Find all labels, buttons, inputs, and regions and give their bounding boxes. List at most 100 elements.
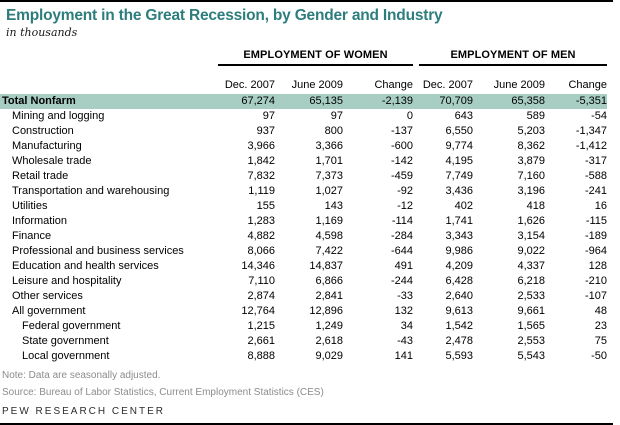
cell-value: -459 — [390, 170, 414, 182]
table-row: Other services 2,874 2,841 -33 2,640 2,533 -10… — [0, 289, 607, 304]
table-row: Manufacturing 3,966 3,366 -600 9,774 8,362 -1,… — [0, 139, 607, 154]
cell-value: -92 — [397, 185, 414, 197]
column-header-row: Dec. 2007 June 2009 Change Dec. 2007 Jun… — [0, 65, 607, 94]
cell-value: 1,701 — [315, 155, 343, 167]
cell-value: 8,066 — [247, 245, 275, 257]
cell-value: 4,195 — [445, 155, 474, 167]
cell-value: -317 — [584, 155, 608, 167]
cell-value: 7,160 — [517, 170, 546, 182]
cell-value: 2,618 — [315, 335, 343, 347]
cell-value: 643 — [454, 110, 474, 122]
col-header-women-dec2007: Dec. 2007 — [224, 79, 275, 91]
cell-value: -644 — [390, 245, 414, 257]
cell-value: 3,966 — [247, 140, 275, 152]
cell-value: 2,533 — [517, 290, 546, 302]
cell-value: 9,022 — [517, 245, 546, 257]
cell-value: 128 — [588, 260, 608, 272]
row-label: Retail trade — [12, 170, 69, 182]
row-label: Transportation and warehousing — [12, 185, 170, 197]
page-title: Employment in the Great Recession, by Ge… — [6, 7, 443, 24]
row-label: State government — [22, 335, 109, 347]
cell-value: 8,362 — [517, 140, 546, 152]
cell-value: -244 — [390, 275, 414, 287]
cell-value: 7,373 — [315, 170, 343, 182]
cell-value: 7,832 — [247, 170, 275, 182]
cell-value: 14,346 — [241, 260, 275, 272]
table-row: Utilities 155 143 -12 402 418 16 — [0, 199, 607, 214]
table-row: Finance 4,882 4,598 -284 3,343 3,154 -189 — [0, 229, 607, 244]
cell-value: 3,154 — [517, 230, 546, 242]
cell-value: 402 — [454, 200, 474, 212]
cell-value: -2,139 — [343, 94, 414, 109]
row-label: Wholesale trade — [12, 155, 92, 167]
cell-value: 12,896 — [309, 305, 343, 317]
cell-value: 7,110 — [248, 275, 275, 287]
top-rule — [0, 0, 613, 2]
table-body: Total Nonfarm 67,274 65,135 -2,139 70,709 65,… — [0, 94, 608, 364]
cell-value: 3,879 — [517, 155, 546, 167]
cell-value: 1,842 — [247, 155, 275, 167]
subtitle-units: in thousands — [6, 26, 78, 39]
cell-value: 589 — [526, 110, 546, 122]
cell-value: 2,841 — [315, 290, 343, 302]
cell-value: -107 — [584, 290, 608, 302]
row-label: Total Nonfarm — [0, 94, 218, 109]
table-row: Wholesale trade 1,842 1,701 -142 4,195 3,879 -… — [0, 154, 607, 169]
cell-value: 9,986 — [445, 245, 474, 257]
label-column-spacer — [0, 65, 218, 94]
col-header-women-june2009: June 2009 — [291, 79, 343, 91]
cell-value: 1,565 — [517, 320, 546, 332]
row-label: Information — [12, 215, 68, 227]
cell-value: 1,119 — [248, 185, 275, 197]
cell-value: -964 — [584, 245, 608, 257]
branding: PEW RESEARCH CENTER — [2, 406, 166, 417]
cell-value: -43 — [397, 335, 414, 347]
cell-value: -600 — [390, 140, 414, 152]
cell-value: 155 — [256, 200, 275, 212]
table-row: Professional and business services 8,066 7… — [0, 244, 607, 259]
cell-value: 3,343 — [445, 230, 474, 242]
cell-value: 14,837 — [309, 260, 343, 272]
col-header-men-june2009: June 2009 — [493, 79, 546, 91]
cell-value: -54 — [591, 110, 608, 122]
cell-value: 65,135 — [275, 94, 343, 109]
cell-value: 1,741 — [445, 215, 474, 227]
cell-value: 4,882 — [247, 230, 275, 242]
table-row: Education and health services 14,346 14,83… — [0, 259, 607, 274]
cell-value: 7,422 — [315, 245, 343, 257]
cell-value: 132 — [394, 305, 414, 317]
row-label: Mining and logging — [12, 110, 105, 122]
cell-value: -189 — [584, 230, 608, 242]
label-column-spacer — [0, 41, 218, 65]
table-row: State government 2,661 2,618 -43 2,478 2,553 7… — [0, 334, 607, 349]
row-label: Education and health services — [12, 260, 159, 272]
cell-value: -5,351 — [545, 94, 608, 109]
cell-value: 2,874 — [247, 290, 275, 302]
cell-value: 48 — [594, 305, 608, 317]
cell-value: 4,209 — [445, 260, 474, 272]
cell-value: 3,196 — [517, 185, 546, 197]
cell-value: 8,888 — [247, 350, 275, 362]
cell-value: 143 — [324, 200, 343, 212]
cell-value: -284 — [390, 230, 414, 242]
cell-value: 418 — [526, 200, 546, 212]
cell-value: -115 — [585, 215, 608, 227]
cell-value: 97 — [330, 110, 343, 122]
row-label: Finance — [12, 230, 52, 242]
row-label: Other services — [12, 290, 83, 302]
cell-value: 6,866 — [315, 275, 343, 287]
cell-value: -241 — [584, 185, 608, 197]
cell-value: 6,550 — [445, 125, 474, 137]
cell-value: 9,661 — [517, 305, 546, 317]
row-label: All government — [12, 305, 86, 317]
cell-value: 1,249 — [315, 320, 343, 332]
col-header-women-change: Change — [374, 79, 414, 91]
cell-value: -210 — [584, 275, 608, 287]
cell-value: 4,598 — [315, 230, 343, 242]
cell-value: 9,613 — [445, 305, 474, 317]
cell-value: 491 — [394, 260, 414, 272]
cell-value: -1,347 — [575, 125, 608, 137]
cell-value: 5,543 — [517, 350, 546, 362]
cell-value: 1,283 — [247, 215, 275, 227]
